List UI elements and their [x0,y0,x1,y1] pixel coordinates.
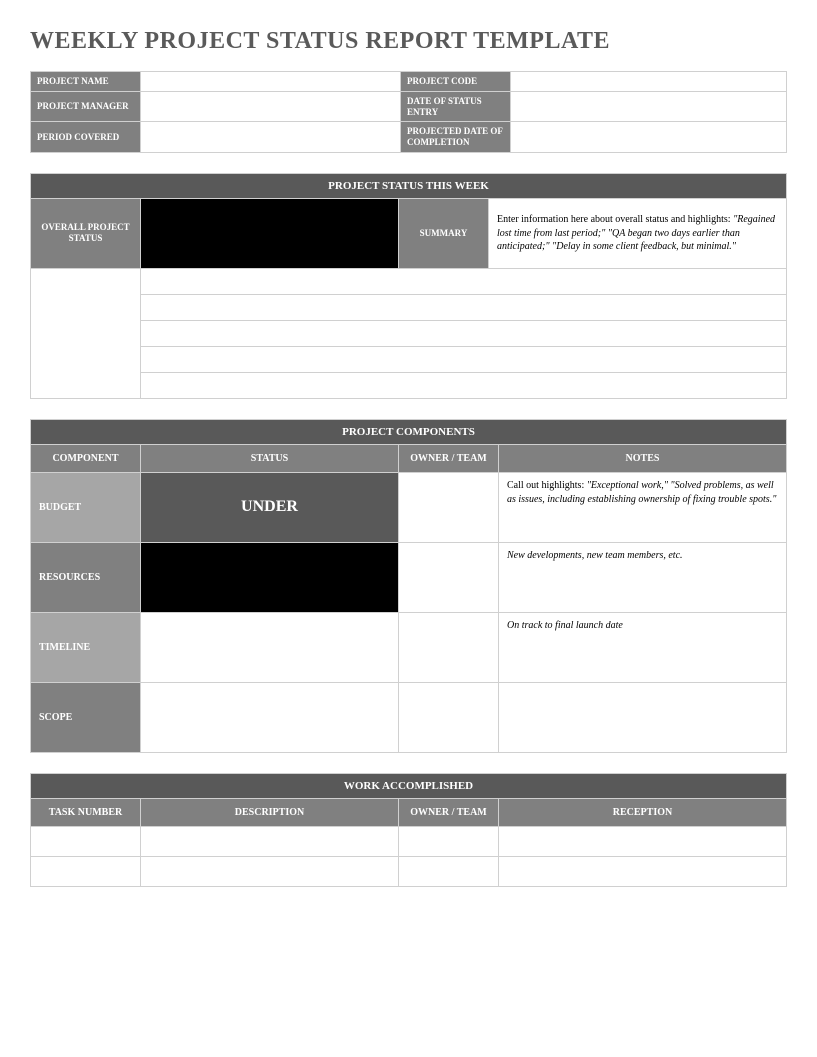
label-projected-completion: PROJECTED DATE OF COMPLETION [401,122,511,153]
component-owner[interactable] [399,542,499,612]
notes-italic: On track to final launch date [507,620,623,631]
work-owner[interactable] [399,826,499,856]
milestone-row[interactable] [141,346,787,372]
component-status[interactable]: UNDER [141,472,399,542]
milestones-label: MILESTONES [31,268,141,398]
component-status[interactable] [141,612,399,682]
value-project-manager[interactable] [141,91,401,122]
component-label: BUDGET [31,472,141,542]
work-header: WORK ACCOMPLISHED [31,773,787,798]
work-desc[interactable] [141,826,399,856]
work-task[interactable] [31,826,141,856]
work-owner[interactable] [399,856,499,886]
status-week-table: PROJECT STATUS THIS WEEK OVERALL PROJECT… [30,173,787,399]
notes-lead: Call out highlights: [507,480,587,491]
value-date-status[interactable] [511,91,787,122]
components-header: PROJECT COMPONENTS [31,419,787,444]
work-accomplished-table: WORK ACCOMPLISHED TASK NUMBER DESCRIPTIO… [30,773,787,887]
component-status[interactable] [141,542,399,612]
col-owner-team: OWNER / TEAM [399,798,499,826]
overall-status-value[interactable] [141,198,399,268]
value-project-name[interactable] [141,72,401,92]
notes-italic: New developments, new team members, etc. [507,550,683,561]
col-reception: RECEPTION [499,798,787,826]
summary-lead: Enter information here about overall sta… [497,214,731,225]
work-desc[interactable] [141,856,399,886]
col-owner: OWNER / TEAM [399,444,499,472]
component-owner[interactable] [399,612,499,682]
col-status: STATUS [141,444,399,472]
milestone-row[interactable] [141,268,787,294]
status-week-header: PROJECT STATUS THIS WEEK [31,173,787,198]
milestone-row[interactable] [141,294,787,320]
component-notes[interactable] [499,682,787,752]
label-project-name: PROJECT NAME [31,72,141,92]
component-notes[interactable]: Call out highlights: "Exceptional work,"… [499,472,787,542]
project-info-table: PROJECT NAME PROJECT CODE PROJECT MANAGE… [30,71,787,153]
component-status[interactable] [141,682,399,752]
value-projected-completion[interactable] [511,122,787,153]
work-task[interactable] [31,856,141,886]
component-notes[interactable]: New developments, new team members, etc. [499,542,787,612]
components-table: PROJECT COMPONENTS COMPONENT STATUS OWNE… [30,419,787,753]
component-label: TIMELINE [31,612,141,682]
col-notes: NOTES [499,444,787,472]
component-label: SCOPE [31,682,141,752]
col-task-number: TASK NUMBER [31,798,141,826]
work-reception[interactable] [499,826,787,856]
component-owner[interactable] [399,682,499,752]
overall-status-label: OVERALL PROJECT STATUS [31,198,141,268]
component-label: RESOURCES [31,542,141,612]
milestone-row[interactable] [141,320,787,346]
label-date-status: DATE OF STATUS ENTRY [401,91,511,122]
summary-text[interactable]: Enter information here about overall sta… [489,198,787,268]
label-project-code: PROJECT CODE [401,72,511,92]
component-notes[interactable]: On track to final launch date [499,612,787,682]
work-reception[interactable] [499,856,787,886]
col-description: DESCRIPTION [141,798,399,826]
value-project-code[interactable] [511,72,787,92]
page-title: WEEKLY PROJECT STATUS REPORT TEMPLATE [30,28,787,55]
label-period-covered: PERIOD COVERED [31,122,141,153]
component-owner[interactable] [399,472,499,542]
label-project-manager: PROJECT MANAGER [31,91,141,122]
summary-label: SUMMARY [399,198,489,268]
value-period-covered[interactable] [141,122,401,153]
col-component: COMPONENT [31,444,141,472]
milestone-row[interactable] [141,372,787,398]
